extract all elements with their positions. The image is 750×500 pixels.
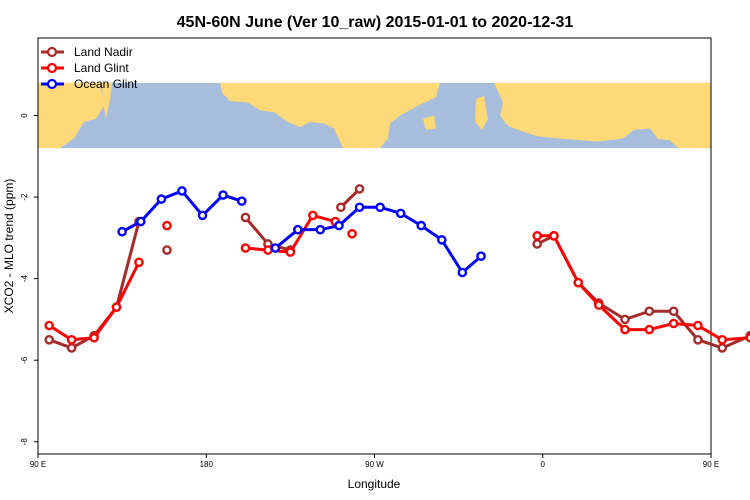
data-point-ocean-glint (156, 194, 167, 204)
data-point-ocean-glint (218, 190, 228, 200)
y-axis-label: XCO2 - MLO trend (ppm) (2, 179, 16, 314)
data-point-land-glint (620, 324, 630, 335)
x-tick-label: 90 E (30, 460, 46, 469)
data-point-land-nadir (162, 245, 172, 255)
data-point-ocean-glint (197, 210, 208, 221)
data-point-land-nadir (717, 343, 728, 353)
series-land-glint (44, 210, 750, 345)
legend-label-ocean-glint: Ocean Glint (74, 77, 138, 91)
map-land-eurasia (494, 82, 711, 149)
data-point-land-glint (347, 228, 357, 239)
map-land-kamchatka (102, 82, 112, 119)
map-land-north-america (220, 82, 440, 149)
series-ocean-glint (117, 186, 486, 278)
data-point-land-glint (549, 231, 559, 241)
data-point-ocean-glint (293, 224, 303, 235)
data-point-ocean-glint (395, 208, 406, 219)
data-point-ocean-glint (375, 202, 385, 213)
world-map-band (38, 82, 711, 149)
data-point-ocean-glint (177, 186, 187, 196)
data-point-ocean-glint (436, 235, 447, 245)
data-point-land-nadir (668, 306, 679, 317)
data-point-land-glint (668, 318, 679, 329)
data-point-land-glint (573, 277, 584, 288)
legend-marker-land-nadir (46, 46, 58, 58)
data-point-land-glint (594, 300, 604, 310)
data-point-land-nadir (354, 184, 365, 194)
data-point-land-nadir (66, 343, 77, 353)
x-tick-label: 90 W (365, 460, 384, 469)
data-point-land-glint (162, 220, 172, 231)
data-point-ocean-glint (136, 216, 146, 227)
map-land-newfoundland (423, 115, 436, 130)
legend-marker-ocean-glint (46, 78, 58, 90)
data-point-ocean-glint (334, 220, 344, 231)
y-tick-label: -4 (20, 275, 29, 283)
legend-label-land-nadir: Land Nadir (74, 45, 133, 59)
legend: Land Nadir Land Glint Ocean Glint (41, 45, 138, 91)
data-point-land-glint (44, 320, 55, 331)
data-point-ocean-glint (416, 220, 427, 231)
data-point-land-glint (285, 247, 296, 257)
data-point-land-nadir (620, 314, 630, 325)
y-tick-label: -6 (20, 356, 29, 364)
data-point-land-glint (745, 332, 750, 343)
y-tick-label: -8 (20, 438, 29, 446)
data-point-land-nadir (532, 239, 542, 249)
data-point-land-glint (111, 302, 122, 312)
data-point-land-glint (532, 231, 542, 241)
map-land-uk (475, 95, 488, 130)
data-point-land-glint (66, 335, 77, 345)
data-point-land-nadir (240, 212, 251, 223)
data-point-ocean-glint (270, 243, 281, 253)
y-tick-label: -2 (20, 193, 29, 201)
data-point-land-glint (240, 243, 251, 253)
data-point-land-nadir (693, 335, 703, 345)
data-point-land-glint (263, 245, 273, 255)
x-tick-label: 0 (541, 460, 546, 469)
data-point-land-glint (89, 332, 99, 343)
x-axis-label: Longitude (348, 477, 401, 491)
x-axis: 90 E 180 90 W 0 90 E (30, 454, 719, 469)
x-tick-label: 180 (200, 460, 214, 469)
data-point-ocean-glint (476, 251, 486, 261)
series-layer (44, 184, 750, 353)
data-point-ocean-glint (236, 196, 247, 206)
y-axis: 0 -2 -4 -6 -8 (20, 113, 38, 446)
data-point-land-nadir (336, 202, 346, 213)
legend-marker-land-glint (46, 62, 58, 74)
x-tick-label: 90 E (703, 460, 719, 469)
data-point-ocean-glint (315, 224, 326, 235)
chart-title: 45N-60N June (Ver 10_raw) 2015-01-01 to … (177, 14, 574, 31)
data-point-land-nadir (644, 306, 655, 317)
data-point-ocean-glint (117, 226, 127, 237)
data-point-land-glint (717, 335, 728, 345)
y-tick-label: 0 (20, 113, 29, 118)
series-line-land-nadir (48, 221, 141, 350)
map-land-sakhalin (688, 99, 706, 129)
data-point-land-glint (134, 257, 144, 268)
data-point-land-glint (644, 324, 655, 335)
series-line-land-glint (537, 234, 750, 342)
legend-label-land-glint: Land Glint (74, 61, 129, 75)
data-point-land-glint (693, 320, 703, 331)
data-point-land-nadir (44, 335, 55, 345)
data-point-land-glint (308, 210, 318, 221)
data-point-ocean-glint (354, 202, 365, 213)
series-line-ocean-glint (274, 205, 483, 275)
data-point-ocean-glint (457, 267, 468, 278)
map-land-asia (38, 82, 104, 149)
